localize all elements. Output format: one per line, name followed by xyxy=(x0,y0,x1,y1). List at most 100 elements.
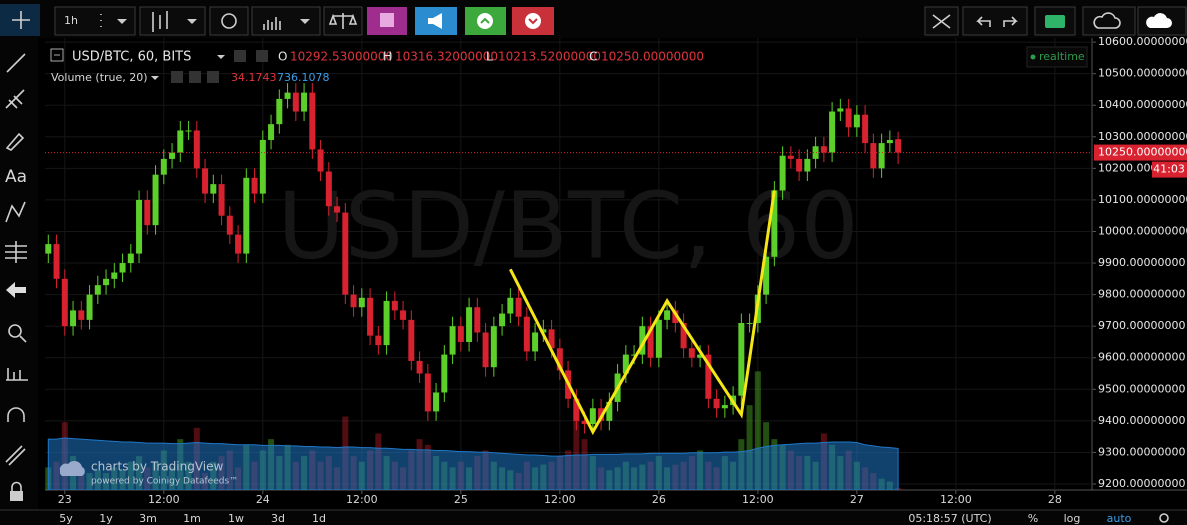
eye-icon[interactable] xyxy=(234,50,246,62)
volume-ma-value: 736.1078 xyxy=(277,71,330,84)
price-axis-bg xyxy=(1092,38,1187,490)
auto-toggle[interactable]: auto xyxy=(1107,512,1132,525)
candle-body xyxy=(111,272,118,279)
log-toggle[interactable]: log xyxy=(1064,512,1081,525)
candle-body xyxy=(680,323,687,349)
volume-name: Volume (true, 20) xyxy=(51,71,148,84)
candle-body xyxy=(779,155,786,191)
range-button[interactable]: 1d xyxy=(312,512,326,525)
range-button[interactable]: 3m xyxy=(139,512,157,525)
candle-body xyxy=(70,310,77,327)
ohlc-value: 10213.52000000 xyxy=(498,50,601,64)
cloud-up-icon xyxy=(1146,13,1172,28)
clock: 05:18:57 (UTC) xyxy=(908,512,991,525)
last-price-box xyxy=(1094,144,1187,161)
text-tool[interactable]: Aa xyxy=(5,167,27,187)
settings-button[interactable] xyxy=(209,6,249,36)
candle-body xyxy=(787,155,794,159)
candle-body xyxy=(523,316,530,352)
fullscreen-icon xyxy=(932,14,951,29)
candle-body xyxy=(391,300,398,311)
range-button[interactable]: 1y xyxy=(99,512,113,525)
trend-line-icon[interactable] xyxy=(6,53,26,73)
fib-icon[interactable] xyxy=(5,89,25,109)
candle-body xyxy=(482,332,489,368)
magnet-icon[interactable] xyxy=(7,407,25,422)
candle-body xyxy=(400,310,407,320)
pattern-icon[interactable] xyxy=(5,201,26,223)
close-icon[interactable] xyxy=(207,71,219,83)
brand-line1: charts by TradingView xyxy=(91,460,223,474)
candle-body xyxy=(895,139,902,153)
candle-body xyxy=(210,184,217,194)
back-icon[interactable] xyxy=(6,282,26,298)
up-arrow xyxy=(480,17,490,24)
load-button[interactable] xyxy=(1082,6,1136,36)
range-button[interactable]: 3d xyxy=(271,512,285,525)
countdown-box xyxy=(1152,161,1187,178)
undo-icon xyxy=(976,16,991,27)
volume-value: 34.1743 xyxy=(231,71,277,84)
x-tick-label: 28 xyxy=(1048,493,1062,506)
candle-body xyxy=(845,108,852,128)
candle-body xyxy=(853,114,860,128)
y-tick-label: 10300.00000000 xyxy=(1098,130,1187,143)
y-tick-label: 9200.00000000 xyxy=(1098,477,1185,490)
candle-body xyxy=(812,146,819,159)
range-button[interactable]: 5y xyxy=(59,512,73,525)
y-tick-label: 9800.00000000 xyxy=(1098,288,1185,301)
x-tick-label: 26 xyxy=(652,493,666,506)
x-tick-label: 27 xyxy=(850,493,864,506)
candle-body xyxy=(119,263,126,273)
candle-body xyxy=(424,373,431,412)
candle-body xyxy=(268,124,275,140)
y-tick-label: 9900.00000000 xyxy=(1098,256,1185,269)
user-drawing[interactable] xyxy=(508,190,776,436)
ohlc-value: 10316.32000000 xyxy=(395,50,498,64)
tv-logo xyxy=(59,460,85,476)
zoom-icon[interactable] xyxy=(8,324,22,338)
ohlc-letter: L xyxy=(486,50,493,64)
chart-style-button[interactable] xyxy=(139,6,206,36)
range-button[interactable]: 1w xyxy=(228,512,244,525)
range-button[interactable]: 1m xyxy=(183,512,201,525)
interval-label: 1h xyxy=(64,14,78,27)
collapse-box[interactable] xyxy=(50,48,64,62)
x-tick-label: 12:00 xyxy=(148,493,180,506)
ohlc-letter: O xyxy=(278,50,287,64)
gear-icon xyxy=(221,13,237,29)
candle-body xyxy=(655,319,662,358)
range-buttons: 5y 1y 3m 1m 1w 3d 1d xyxy=(59,512,326,525)
candle-body xyxy=(78,310,85,320)
undo-redo[interactable] xyxy=(962,6,1028,36)
indicators-button[interactable] xyxy=(251,6,321,36)
settings-icon[interactable] xyxy=(189,71,201,83)
eye-icon[interactable] xyxy=(171,71,183,83)
settings-icon[interactable] xyxy=(256,50,268,62)
footer-settings[interactable] xyxy=(1159,513,1169,523)
candle-body xyxy=(383,300,390,346)
x-tick-label: 25 xyxy=(454,493,468,506)
down-arrow xyxy=(528,18,538,25)
candle-body xyxy=(226,215,233,235)
candle-body xyxy=(317,149,324,172)
prediction-icon[interactable] xyxy=(5,241,27,263)
y-tick-label: 10400.00000000 xyxy=(1098,98,1187,111)
measure-icon[interactable] xyxy=(6,368,28,381)
up-icon xyxy=(477,13,493,29)
candle-body xyxy=(433,392,440,412)
candle-body xyxy=(713,398,720,409)
lock-icon[interactable] xyxy=(10,491,23,501)
candle-body xyxy=(169,152,176,159)
candle-body xyxy=(532,332,539,352)
y-tick-label: 10100.00000000 xyxy=(1098,193,1187,206)
stay-drawing-icon[interactable] xyxy=(5,445,26,466)
candle-body xyxy=(721,405,728,409)
candle-body xyxy=(474,307,481,333)
candle-body xyxy=(144,199,151,226)
percent-toggle[interactable]: % xyxy=(1028,512,1038,525)
candle-body xyxy=(441,354,448,393)
brush-icon[interactable] xyxy=(5,132,25,151)
candle-body xyxy=(53,244,60,279)
